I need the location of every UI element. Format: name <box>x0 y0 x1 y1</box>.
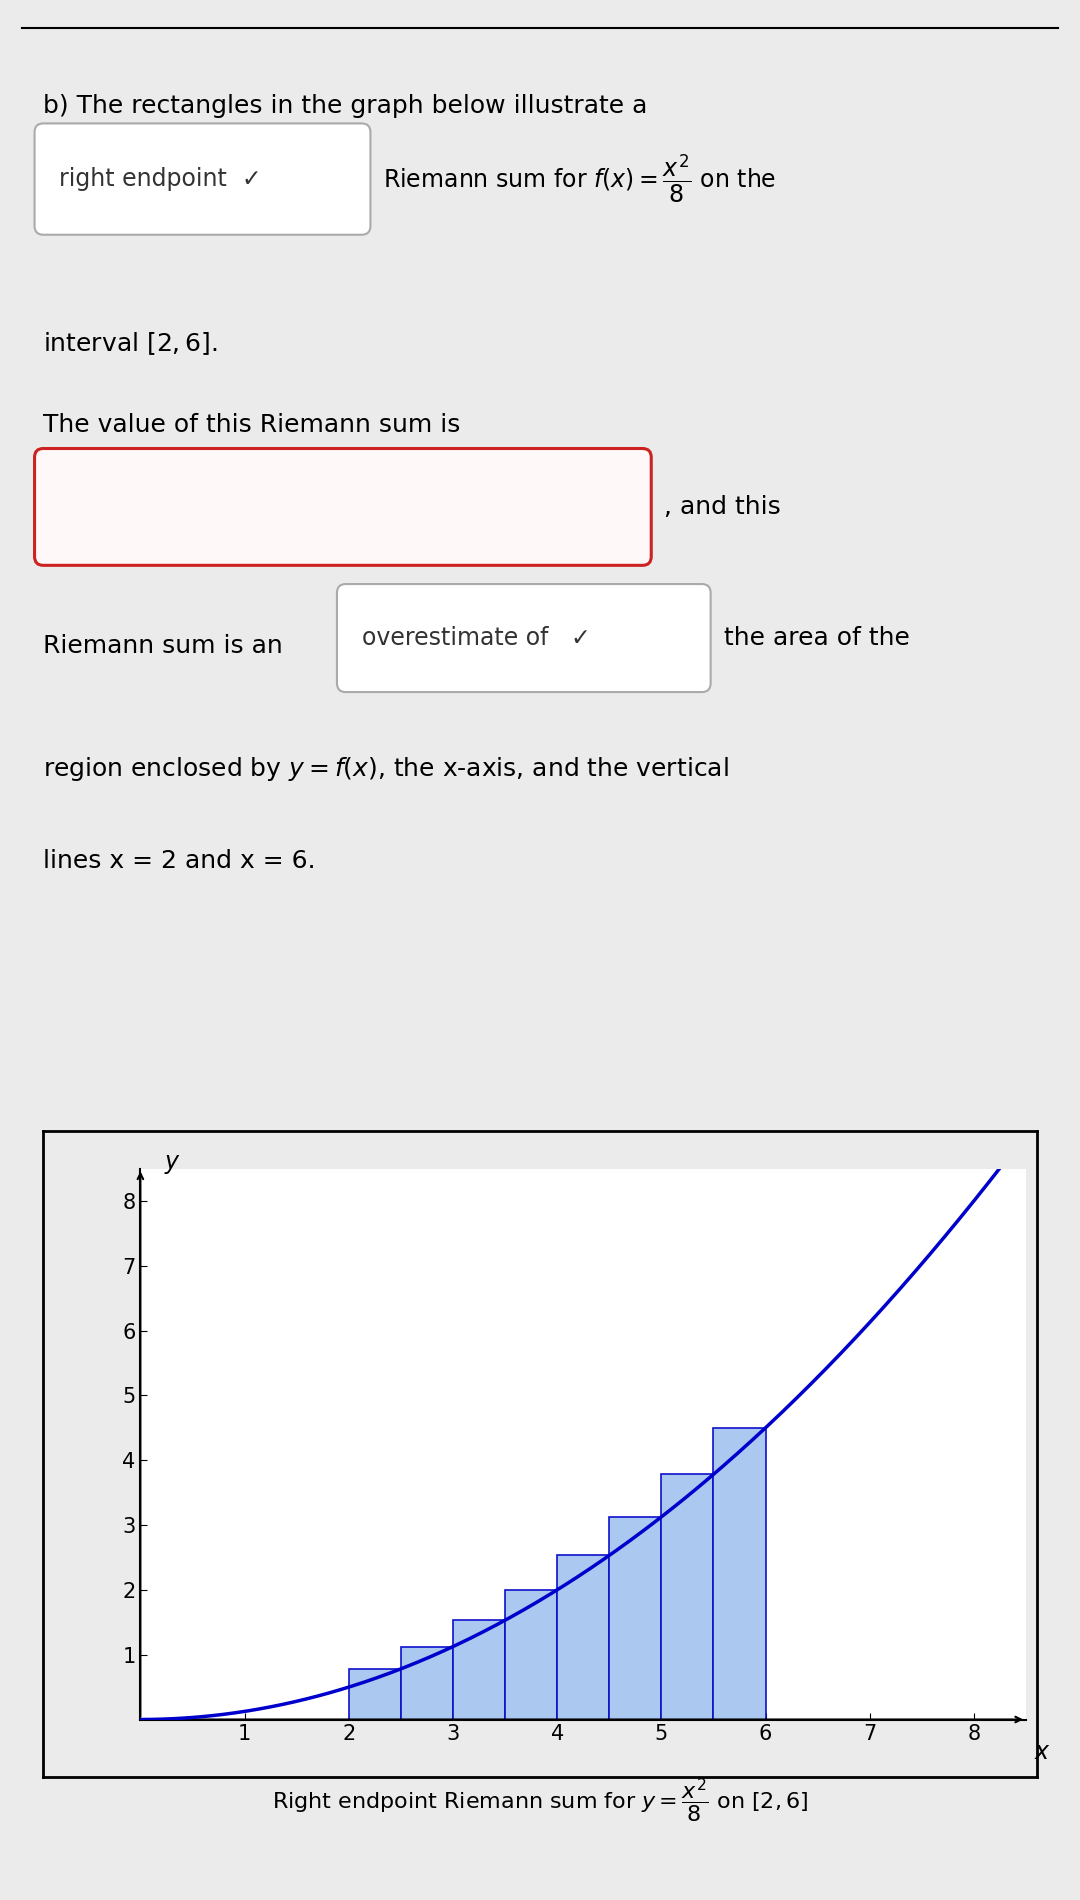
Text: The value of this Riemann sum is: The value of this Riemann sum is <box>43 414 460 437</box>
FancyBboxPatch shape <box>35 448 651 566</box>
Bar <box>557 1556 609 1720</box>
Text: Riemann sum for $f(x) = \dfrac{x^2}{8}$ on the: Riemann sum for $f(x) = \dfrac{x^2}{8}$ … <box>383 152 777 205</box>
Text: overestimate of   ✓: overestimate of ✓ <box>362 627 591 650</box>
Text: x: x <box>1035 1740 1049 1763</box>
Text: Right endpoint Riemann sum for $y = \dfrac{x^2}{8}$ on $[2, 6]$: Right endpoint Riemann sum for $y = \dfr… <box>272 1776 808 1826</box>
Text: b) The rectangles in the graph below illustrate a: b) The rectangles in the graph below ill… <box>43 93 648 118</box>
Text: the area of the: the area of the <box>724 627 909 650</box>
FancyBboxPatch shape <box>35 124 370 236</box>
Bar <box>401 1647 453 1720</box>
Text: region enclosed by $y = f(x)$, the x-axis, and the vertical: region enclosed by $y = f(x)$, the x-axi… <box>43 754 729 783</box>
Text: Riemann sum is an: Riemann sum is an <box>43 635 283 657</box>
FancyBboxPatch shape <box>337 583 711 692</box>
Text: y: y <box>164 1150 178 1174</box>
Bar <box>714 1427 766 1720</box>
Text: right endpoint  ✓: right endpoint ✓ <box>59 167 262 192</box>
Text: , and this: , and this <box>664 494 781 519</box>
Bar <box>661 1474 714 1720</box>
Text: interval $[2, 6]$.: interval $[2, 6]$. <box>43 331 218 357</box>
Bar <box>349 1668 401 1720</box>
Bar <box>505 1590 557 1720</box>
Bar <box>453 1621 505 1720</box>
Bar <box>609 1516 661 1720</box>
Text: lines x = 2 and x = 6.: lines x = 2 and x = 6. <box>43 849 315 872</box>
